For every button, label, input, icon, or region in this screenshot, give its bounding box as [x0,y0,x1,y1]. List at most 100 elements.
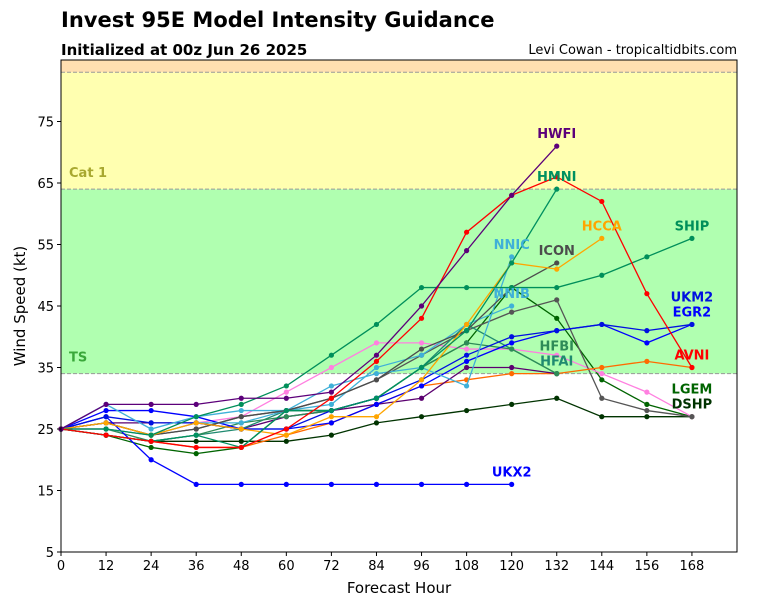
data-point [644,254,650,260]
data-point [238,426,244,432]
data-point [418,364,425,371]
data-point [599,414,605,420]
data-point [509,346,515,352]
y-tick-label: 75 [37,116,54,131]
data-point [644,291,650,297]
x-tick-label: 168 [680,559,705,574]
data-point [509,364,515,371]
data-point [283,426,289,432]
data-point [644,328,650,334]
data-point [509,334,515,340]
data-point [238,481,244,487]
series-label: UKM2 [671,290,714,305]
data-point [328,364,334,371]
data-point [328,395,334,401]
data-point [554,284,560,291]
x-tick-label: 132 [544,559,569,574]
data-point [418,383,425,389]
x-tick-label: 48 [233,559,250,574]
data-point [464,346,470,352]
data-point [373,364,380,371]
data-point [193,414,199,420]
data-point [418,352,425,358]
data-point [464,481,470,487]
band-label: Cat 1 [69,166,107,181]
data-point [373,377,380,383]
data-point [193,426,199,432]
x-tick-label: 84 [368,559,385,574]
data-point [599,371,605,377]
data-point [328,352,334,358]
data-point [103,420,109,426]
data-point [148,426,154,432]
data-point [148,432,154,438]
series-label: HWFI [537,127,576,142]
data-point [554,186,560,192]
x-tick-label: 156 [634,559,659,574]
y-tick-label: 45 [37,300,54,315]
band-0 [61,189,737,374]
chart-title: Invest 95E Model Intensity Guidance [61,8,495,32]
data-point [464,284,470,291]
data-point [328,432,334,438]
data-point [554,395,560,401]
data-point [283,407,289,414]
data-point [193,451,199,457]
data-point [644,389,650,395]
data-point [283,438,289,444]
data-point [283,414,289,420]
series-label: SHIP [675,219,710,234]
data-point [509,481,515,487]
data-point [373,420,380,426]
data-point [193,420,199,426]
data-point [103,414,109,420]
data-point [509,401,515,407]
data-point [599,321,605,328]
x-tick-label: 0 [57,559,65,574]
data-point [554,260,560,266]
data-point [554,371,560,377]
series-label: HMNI [537,170,577,185]
x-tick-label: 108 [454,559,479,574]
data-point [599,364,605,371]
data-point [464,328,470,334]
data-point [193,438,199,444]
data-point [418,481,425,487]
data-point [373,358,380,364]
data-point [554,328,560,334]
data-point [418,346,425,352]
data-point [373,401,380,407]
data-point [193,432,199,438]
band-1 [61,72,737,190]
data-point [238,420,244,426]
data-point [148,457,154,463]
data-point [554,297,560,303]
data-point [193,481,199,487]
y-tick-label: 35 [37,362,54,377]
y-tick-label: 55 [37,239,54,254]
series-label: EGR2 [673,305,712,320]
data-point [599,395,605,401]
data-point [464,364,470,371]
band-label: TS [69,351,87,366]
data-point [644,401,650,407]
data-point [509,254,515,260]
data-point [418,315,425,321]
x-tick-label: 60 [278,559,295,574]
chart-credit: Levi Cowan - tropicaltidbits.com [528,43,737,58]
data-point [599,235,605,241]
y-tick-label: 15 [37,485,54,500]
data-point [148,401,154,407]
data-point [328,401,334,407]
data-point [328,383,334,389]
data-point [464,321,470,328]
data-point [554,174,560,180]
series-label: DSHP [672,398,713,413]
data-point [328,407,334,414]
data-point [418,414,425,420]
data-point [328,481,334,487]
data-point [373,371,380,377]
data-point [689,364,695,371]
data-point [554,352,560,358]
data-point [509,284,515,291]
